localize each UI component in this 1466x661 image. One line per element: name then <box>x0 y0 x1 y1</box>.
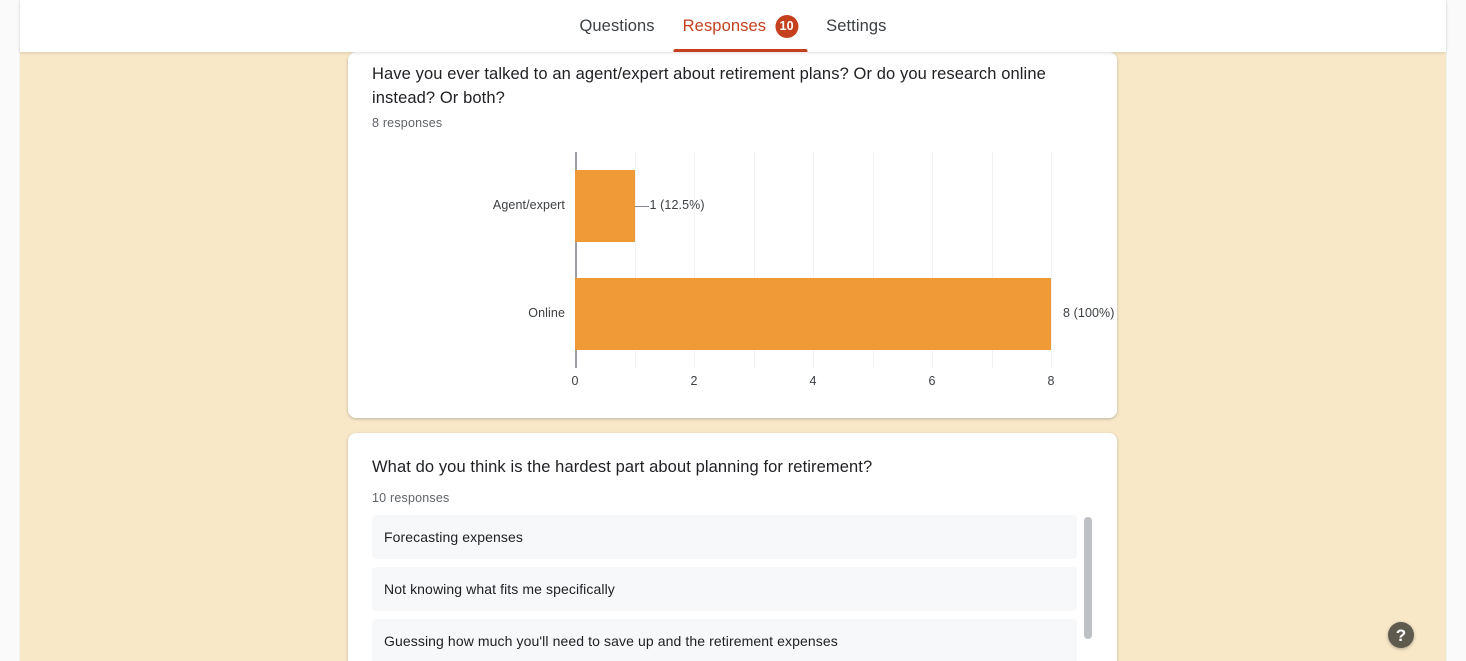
question-card-short-answer: What do you think is the hardest part ab… <box>348 433 1117 661</box>
question-title: What do you think is the hardest part ab… <box>372 458 873 476</box>
list-item: Not knowing what fits me specifically <box>372 567 1077 611</box>
chart-value-label: 1 (12.5%) <box>649 198 705 212</box>
chart-category-label: Agent/expert <box>492 198 565 212</box>
chart-gridline <box>872 152 874 368</box>
bar-chart: Agent/expert 1 (12.5%) Online 8 (100%) 0 2 4 6 8 <box>348 148 1117 388</box>
response-list-scrollbar[interactable] <box>1082 515 1094 661</box>
chart-bar <box>575 278 1051 350</box>
responses-count-badge: 10 <box>775 14 799 38</box>
chart-y-axis-line <box>575 152 577 368</box>
chart-gridline <box>753 152 755 368</box>
list-item: Forecasting expenses <box>372 515 1077 559</box>
response-text: Guessing how much you'll need to save up… <box>384 633 838 649</box>
chart-bar <box>575 170 635 242</box>
tab-settings-label: Settings <box>826 16 887 35</box>
response-text: Forecasting expenses <box>384 529 523 545</box>
chart-gridline <box>694 152 695 368</box>
chart-x-tick-label: 6 <box>928 374 936 388</box>
chart-plot-area: Agent/expert 1 (12.5%) Online 8 (100%) 0 2 4 6 8 <box>493 152 1114 388</box>
response-text: Not knowing what fits me specifically <box>384 581 615 597</box>
list-item: Guessing how much you'll need to save up… <box>372 619 1077 661</box>
active-tab-indicator <box>673 49 808 52</box>
tab-bar: Questions Responses 10 Settings <box>20 0 1446 52</box>
question-response-count: 10 responses <box>372 491 450 505</box>
tab-list: Questions Responses 10 Settings <box>565 0 900 52</box>
responses-scroll-area[interactable]: Have you ever talked to an agent/expert … <box>20 52 1446 661</box>
question-card-multiple-choice: Have you ever talked to an agent/expert … <box>348 52 1117 418</box>
tab-questions[interactable]: Questions <box>565 0 668 52</box>
question-title: Have you ever talked to an agent/expert … <box>372 65 1046 107</box>
chart-gridline <box>634 152 636 368</box>
form-editor-window: Questions Responses 10 Settings Have you… <box>20 0 1446 661</box>
chart-x-tick-label: 4 <box>809 374 817 388</box>
chart-x-tick-label: 2 <box>690 374 698 388</box>
response-list-scrollbar-thumb[interactable] <box>1084 517 1092 639</box>
chart-gridline <box>932 152 933 368</box>
chart-gridline <box>991 152 993 368</box>
tab-responses-label: Responses <box>682 16 767 35</box>
chart-category-label: Online <box>528 306 565 320</box>
text-response-list[interactable]: Forecasting expenses Not knowing what fi… <box>372 515 1094 661</box>
tab-settings[interactable]: Settings <box>812 0 900 52</box>
chart-x-tick-label: 8 <box>1047 374 1055 388</box>
chart-x-tick-label: 0 <box>571 374 579 388</box>
chart-value-label: 8 (100%) <box>1063 306 1115 320</box>
chart-label-leader-line <box>634 206 649 207</box>
chart-gridline <box>1051 152 1052 368</box>
question-response-count: 8 responses <box>372 116 443 130</box>
chart-gridline <box>813 152 814 368</box>
help-icon[interactable]: ? <box>1388 622 1414 648</box>
tab-responses[interactable]: Responses 10 <box>669 0 812 52</box>
tab-questions-label: Questions <box>579 16 655 35</box>
